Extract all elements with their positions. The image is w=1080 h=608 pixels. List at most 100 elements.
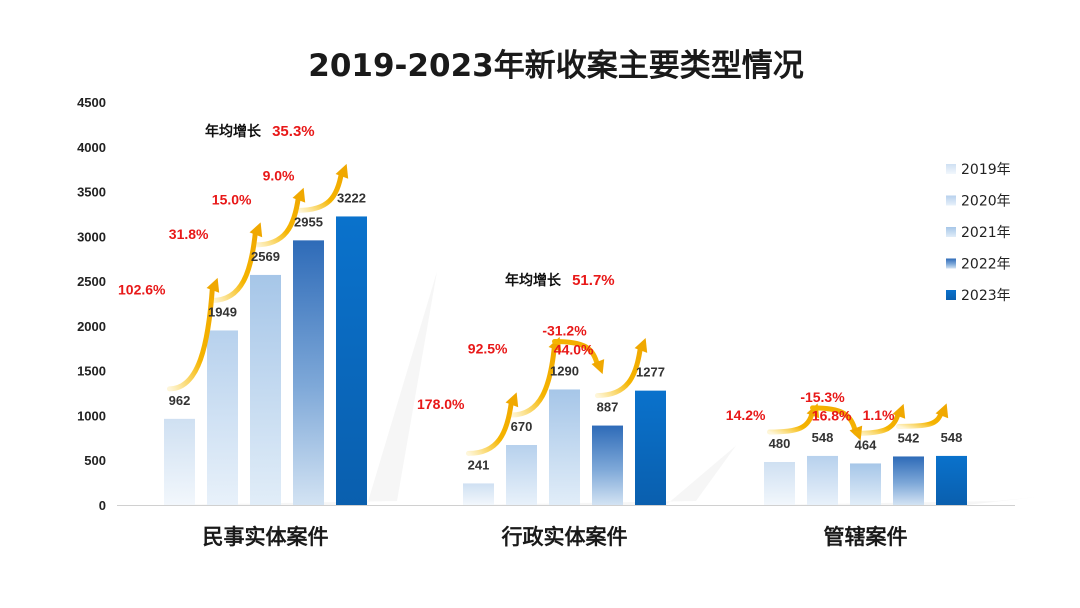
y-tick-label: 0 [99,498,106,513]
growth-arrow-head [634,338,648,353]
legend-entry: 2023年 [961,288,1011,304]
y-tick-label: 500 [84,453,106,468]
value-label: 962 [169,393,191,408]
growth-arrow [253,193,301,248]
value-label: 1277 [636,365,665,380]
svg-text:年均增长 51.7%: 年均增长 51.7% [505,270,615,289]
growth-arrow-head [292,187,306,203]
legend-entry: 2022年 [961,257,1011,273]
growth-arrow [296,169,344,213]
chart-title: 2019-2023年新收案主要类型情况 [308,48,803,84]
legend-swatch [946,227,956,237]
value-label: 670 [511,419,533,434]
growth-arrow [466,398,514,456]
growth-arrows [167,163,949,456]
annotation-avg-growth-admin: 年均增长 51.7% [505,270,615,289]
labels: 962 1949 2569 2955 3222 102.6% 31.8% 15.0% 9.0% 民… [118,167,962,549]
growth-label: 31.8% [169,226,209,242]
bar-1-3 [592,425,623,505]
annotation-avg-growth-civil: 年均增长 35.3% [205,121,315,140]
y-tick-label: 1000 [77,408,106,423]
svg-text:年均增长 35.3%: 年均增长 35.3% [205,121,315,140]
category-label: 民事实体案件 [203,525,329,549]
y-tick-label: 4000 [77,140,106,155]
bar-1-2 [549,389,580,505]
growth-label: -15.3% [800,389,845,405]
value-label: 548 [941,430,963,445]
legend-swatch [946,290,956,300]
growth-arrow [896,409,944,429]
value-label: 1290 [550,363,579,378]
growth-arrow-head [335,163,349,179]
value-label: 241 [468,457,490,472]
bar-0-1 [207,330,238,505]
annotation-value: 35.3% [272,123,315,140]
legend-entry: 2021年 [961,225,1011,241]
value-label: 542 [898,430,920,445]
annotation-value: 51.7% [572,272,615,289]
growth-arrow [767,409,815,435]
y-tick-label: 2000 [77,319,106,334]
value-label: 480 [769,436,791,451]
legend-swatch [946,164,956,174]
bar-2-0 [764,462,795,505]
growth-label: 102.6% [118,281,166,297]
annotation-text: 年均增长 [505,272,562,289]
legend-entry: 2019年 [961,162,1011,178]
growth-label: 92.5% [468,340,508,356]
value-label: 1949 [208,304,237,319]
value-label: 887 [597,400,619,415]
growth-label: 9.0% [263,167,295,183]
legend-swatch [946,258,956,269]
bar-2-1 [807,455,838,505]
bar-0-2 [250,274,281,505]
growth-arrow [595,344,643,399]
category-label: 管辖案件 [824,525,908,549]
category-label: 行政实体案件 [501,525,628,549]
y-tick-label: 3500 [77,185,106,200]
growth-arrow [810,405,858,435]
bar-1-1 [506,444,537,505]
growth-arrow [210,228,258,303]
growth-label: 16.8% [812,407,852,423]
y-tick-label: 3000 [77,229,106,244]
bar-1-4 [635,390,666,505]
growth-label: 178.0% [417,396,465,412]
value-label: 464 [855,437,877,452]
growth-label: -31.2% [542,322,587,338]
growth-arrow-head [591,359,605,375]
growth-label: 44.0% [554,342,594,358]
bar-0-3 [293,240,324,505]
value-label: 3222 [337,190,366,205]
y-axis: 0 500 1000 1500 2000 2500 3000 3500 4000 4500 [77,95,1015,513]
bar-0-4 [336,216,367,505]
value-label: 2569 [251,249,280,264]
growth-arrow-head [935,403,949,419]
growth-arrow-head [206,277,220,293]
legend-swatch [946,195,956,206]
growth-arrow [853,409,901,436]
y-tick-label: 1500 [77,364,106,379]
legend-entry: 2020年 [961,194,1011,210]
bars [164,216,967,505]
annotation-text: 年均增长 [205,123,262,140]
growth-arrow [167,283,215,392]
bar-0-0 [164,418,195,505]
value-label: 548 [812,430,834,445]
bar-shadows [164,271,1037,505]
bar-shadow [764,497,1037,505]
growth-arrow-head [892,403,906,419]
y-tick-label: 2500 [77,274,106,289]
bar-2-2 [850,463,881,505]
growth-arrow [552,338,600,368]
growth-arrow-head [249,222,263,238]
growth-arrow-head [505,392,519,408]
bar-2-3 [893,456,924,505]
growth-label: 15.0% [212,191,252,207]
bar-2-4 [936,455,967,505]
value-label: 2955 [294,214,323,229]
growth-label: 14.2% [726,407,766,423]
growth-arrow [509,342,557,418]
y-tick-label: 4500 [77,95,106,110]
